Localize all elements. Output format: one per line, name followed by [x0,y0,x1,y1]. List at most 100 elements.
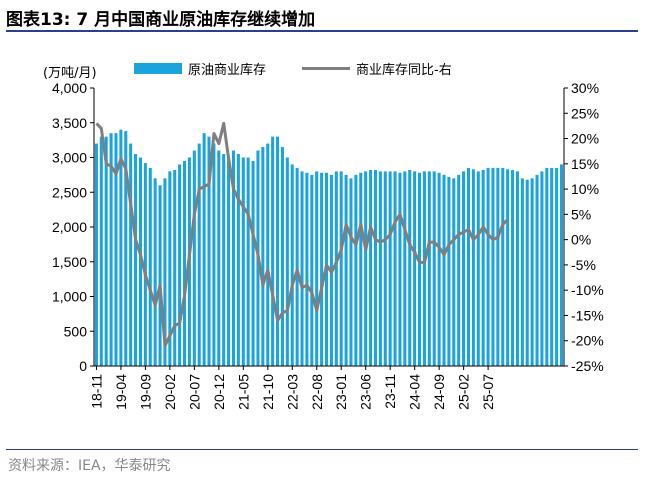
bar [388,171,392,366]
bar [545,167,549,366]
bar [344,174,348,367]
bar [369,170,373,366]
bar [183,160,187,366]
bar [173,170,177,366]
tick-labels: 0 500 1,000 1,500 2,000 2,500 3,000 3,500 4,000 -… [52,80,604,410]
legend-bar-label: 原油商业库存 [188,62,266,78]
bar [550,167,554,366]
bar [471,169,475,366]
bar-series [94,129,564,367]
bar [271,136,275,366]
bar [403,171,407,366]
x-tick-label: 19-09 [137,374,153,410]
bar [290,164,294,366]
left-tick-label: 3,500 [52,115,87,131]
bar [246,157,250,366]
bar [491,167,495,366]
bar [104,136,108,366]
bar [251,160,255,366]
legend-line-label: 商业库存同比-右 [356,62,452,78]
bar [481,170,485,366]
bar [520,178,524,366]
left-tick-label: 1,500 [52,254,87,270]
bar [168,171,172,366]
bar [241,157,245,366]
x-tick-label: 20-12 [211,374,227,410]
bar [432,171,436,366]
x-tick-label: 22-03 [284,374,300,410]
right-tick-label: -10% [571,282,604,298]
bar [354,174,358,367]
bar [364,171,368,366]
bar [525,179,529,366]
bar [413,171,417,366]
bar [138,157,142,366]
bar [153,178,157,366]
bar [266,143,270,366]
title-divider [6,30,638,32]
bar [178,164,182,366]
right-tick-label: 5% [571,206,591,222]
bar [339,171,343,366]
right-tick-label: 25% [571,105,599,121]
bar [540,171,544,366]
bar [555,167,559,366]
bar [197,143,201,366]
bar [109,133,113,366]
bar [511,170,515,366]
bar [158,185,162,366]
bar [373,170,377,366]
bar [261,147,265,366]
figure-title: 图表13: 7 月中国商业原油库存继续增加 [6,10,316,30]
right-tick-label: 20% [571,131,599,147]
right-tick-label: 0% [571,232,591,248]
bar [305,172,309,366]
x-tick-label: 19-04 [113,374,129,410]
chart: 原油商业库存 商业库存同比-右 (万吨/月) 0 500 1,000 1,500 2,0… [43,62,604,410]
x-tick-label: 21-10 [260,374,276,410]
x-tick-label: 21-05 [235,374,251,410]
bar [143,163,147,366]
bar [393,171,397,366]
bar [129,143,133,366]
bar [315,171,319,366]
bar [119,129,123,366]
bar [202,133,206,366]
bar [285,157,289,366]
bar [320,172,324,366]
bar [476,171,480,366]
bar [99,136,103,366]
bar [359,172,363,366]
bar [378,171,382,366]
bar [334,171,338,366]
x-tick-label: 25-02 [456,374,472,410]
bar [227,157,231,366]
bar [114,133,118,366]
bar [207,136,211,366]
bar [300,171,304,366]
bar [462,171,466,366]
bar [134,154,138,366]
yoy-line [95,121,509,348]
bar [280,147,284,366]
bar [437,172,441,366]
bar [124,131,128,366]
left-tick-label: 3,000 [52,150,87,166]
bar [222,154,226,366]
bar [231,150,235,366]
bar [447,176,451,366]
bar [535,174,539,367]
left-tick-label: 0 [79,358,87,374]
right-tick-label: 15% [571,156,599,172]
bar [236,154,240,366]
x-tick-label: 24-09 [431,374,447,410]
bar [192,150,196,366]
left-tick-label: 1,000 [52,289,87,305]
bar [427,171,431,366]
x-tick-label: 22-08 [309,374,325,410]
bar [466,167,470,366]
right-tick-label: 10% [571,181,599,197]
right-tick-label: -5% [571,257,596,273]
x-tick-label: 24-04 [407,374,423,410]
x-tick-label: 18-11 [88,374,104,409]
